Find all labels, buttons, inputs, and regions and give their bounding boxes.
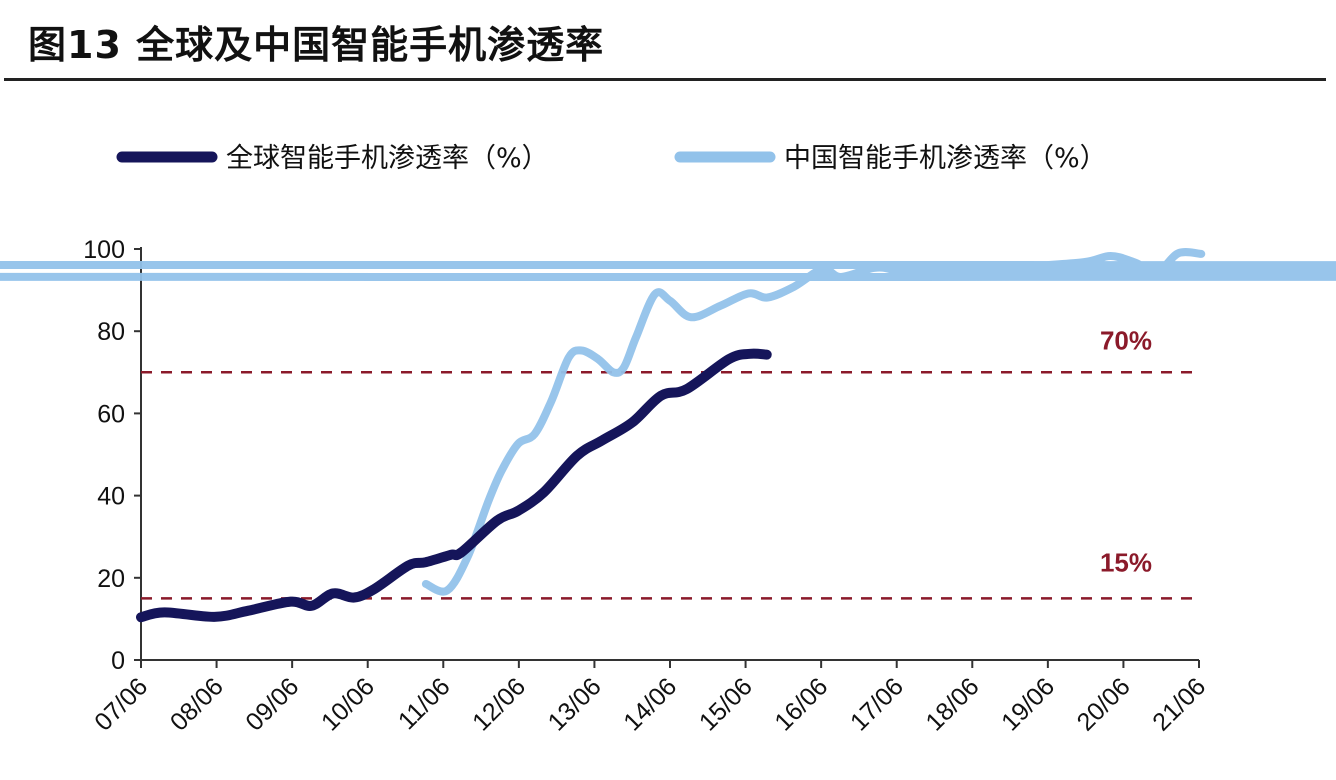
x-tick-label: 12/06 [467, 672, 531, 736]
x-tick-label: 21/06 [1147, 672, 1211, 736]
legend-label-china: 中国智能手机渗透率（%） [784, 143, 1107, 174]
title-divider [4, 78, 1326, 81]
y-tick-label: 20 [97, 565, 125, 593]
x-tick-label: 13/06 [543, 672, 607, 736]
x-tick-label: 16/06 [769, 672, 833, 736]
x-tick-label: 19/06 [996, 672, 1060, 736]
y-tick-label: 80 [97, 318, 125, 346]
y-tick-label: 100 [83, 236, 125, 264]
y-tick-label: 60 [97, 400, 125, 428]
x-tick-label: 07/06 [89, 672, 153, 736]
x-tick-label: 08/06 [165, 672, 229, 736]
x-tick-label: 14/06 [618, 672, 682, 736]
x-tick-label: 18/06 [920, 672, 984, 736]
x-tick-label: 11/06 [393, 672, 456, 735]
x-tick-label: 17/06 [845, 672, 909, 736]
series-line-global [136, 348, 772, 623]
x-tick-label: 15/06 [694, 672, 758, 736]
series-line-china [0, 248, 1336, 596]
x-tick-label: 09/06 [240, 672, 304, 736]
series-lines [0, 248, 1336, 623]
reference-lines: 70% 15% [141, 325, 1199, 600]
y-tick-label: 0 [111, 647, 125, 675]
x-tick-label: 10/06 [316, 672, 380, 736]
legend: 全球智能手机渗透率（%） 中国智能手机渗透率（%） [116, 143, 1107, 174]
reference-label-15: 15% [1100, 547, 1152, 577]
y-tick-label: 40 [97, 483, 125, 511]
x-tick-label: 20/06 [1072, 672, 1136, 736]
legend-label-global: 全球智能手机渗透率（%） [226, 143, 549, 174]
chart-title: 图13 全球及中国智能手机渗透率 [28, 23, 605, 67]
reference-label-70: 70% [1100, 325, 1152, 355]
